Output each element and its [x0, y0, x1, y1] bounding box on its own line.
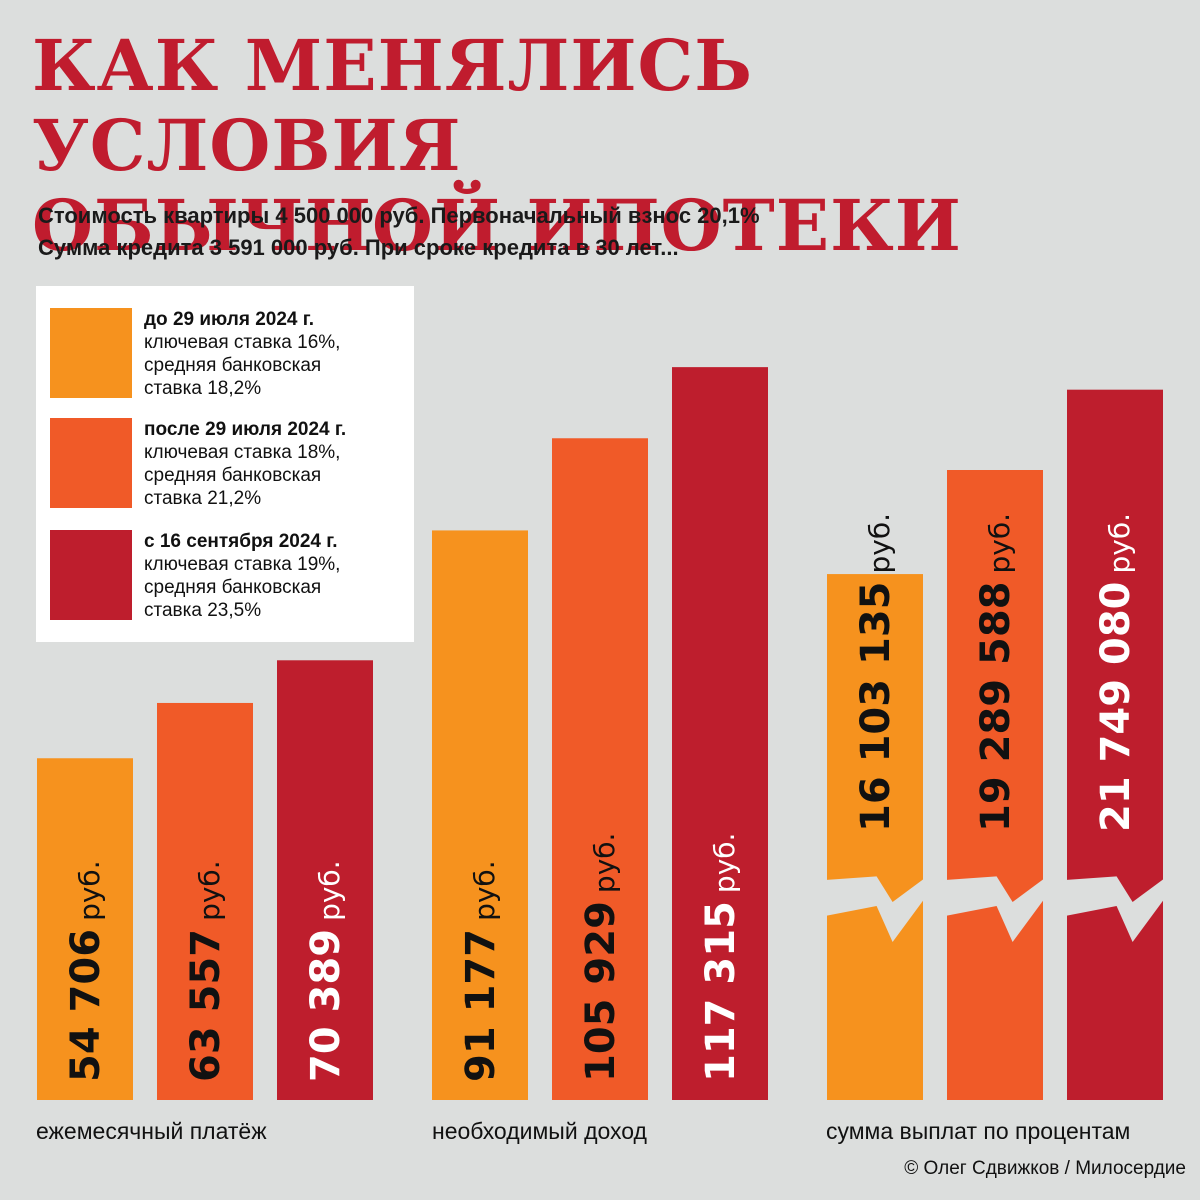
- bar-label-3-2: 19 289 588руб.: [973, 513, 1019, 832]
- bar-3-1: [827, 574, 923, 1100]
- bar-label-2-3: 117 315руб.: [698, 833, 744, 1082]
- legend-period-2: после 29 июля 2024 г.: [144, 419, 347, 440]
- bar-2-2: [552, 438, 648, 1100]
- legend-bank-rate-3a: средняя банковская: [144, 577, 322, 598]
- legend: до 29 июля 2024 г. ключевая ставка 16%, …: [36, 286, 414, 642]
- page-title: КАК МЕНЯЛИСЬ УСЛОВИЯ ОБЫЧНОЙ ИПОТЕКИ: [32, 26, 1200, 266]
- legend-key-rate-2: ключевая ставка 18%,: [144, 442, 341, 463]
- credit: © Олег Сдвижков / Милосердие: [904, 1158, 1186, 1179]
- axis-break-1: [825, 876, 925, 942]
- legend-period-3: с 16 сентября 2024 г.: [144, 531, 338, 552]
- category-label-interest-total: сумма выплат по процентам: [826, 1118, 1131, 1144]
- subtitle-line-1: Стоимость квартиры 4 500 000 руб. Первон…: [38, 203, 760, 228]
- subtitle: Стоимость квартиры 4 500 000 руб. Первон…: [38, 200, 760, 264]
- legend-bank-rate-2a: средняя банковская: [144, 465, 322, 486]
- bar-label-3-3: 21 749 080руб.: [1093, 513, 1139, 832]
- bar-label-3-1: 16 103 135руб.: [853, 513, 899, 832]
- bar-1-3: [277, 660, 373, 1100]
- bar-label-1-2: 63 557руб.: [183, 860, 229, 1082]
- category-label-required-income: необходимый доход: [432, 1118, 647, 1144]
- legend-key-rate-3: ключевая ставка 19%,: [144, 554, 341, 575]
- axis-break-3: [1065, 876, 1165, 942]
- legend-bank-rate-1a: средняя банковская: [144, 355, 322, 376]
- legend-swatch-3: [50, 530, 132, 620]
- legend-swatch-1: [50, 308, 132, 398]
- subtitle-line-2: Сумма кредита 3 591 000 руб. При сроке к…: [38, 235, 679, 260]
- legend-bank-rate-3b: ставка 23,5%: [144, 600, 262, 621]
- legend-period-1: до 29 июля 2024 г.: [144, 309, 315, 330]
- bar-3-3: [1067, 389, 1163, 1100]
- bar-label-1-1: 54 706руб.: [63, 860, 109, 1082]
- bar-1-1: [37, 758, 133, 1100]
- legend-key-rate-1: ключевая ставка 16%,: [144, 332, 341, 353]
- bar-2-1: [432, 530, 528, 1100]
- bar-2-3: [672, 367, 768, 1101]
- title-line-1: КАК МЕНЯЛИСЬ УСЛОВИЯ: [32, 24, 753, 187]
- title-line-2: ОБЫЧНОЙ ИПОТЕКИ: [32, 184, 962, 267]
- legend-bank-rate-1b: ставка 18,2%: [144, 378, 262, 399]
- category-label-monthly-payment: ежемесячный платёж: [36, 1118, 267, 1144]
- bar-1-2: [157, 702, 253, 1100]
- bar-label-2-2: 105 929руб.: [578, 833, 624, 1082]
- legend-bank-rate-2b: ставка 21,2%: [144, 488, 262, 509]
- bar-3-2: [947, 470, 1043, 1100]
- bar-label-1-3: 70 389руб.: [303, 860, 349, 1082]
- legend-swatch-2: [50, 418, 132, 508]
- bar-label-2-1: 91 177руб.: [458, 860, 504, 1082]
- axis-break-2: [945, 876, 1045, 942]
